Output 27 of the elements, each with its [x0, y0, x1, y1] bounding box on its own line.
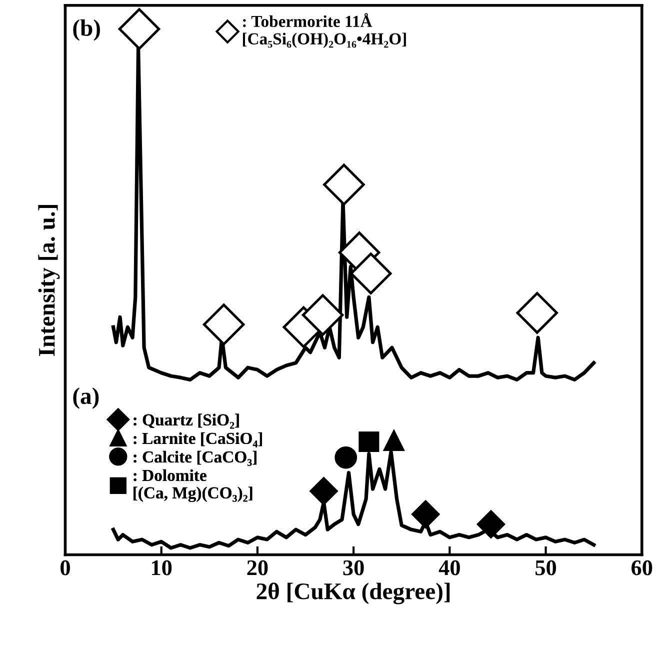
point	[334, 446, 358, 469]
legend-label: : Tobermorite 11Å [Ca₅Si₆(OH)₂O₁₆•4H₂O]	[242, 13, 406, 48]
point	[310, 477, 338, 506]
point	[516, 292, 558, 334]
x-tick-label: 60	[632, 560, 652, 576]
y-axis-title: Intensity [a. u.]	[38, 205, 60, 356]
x-tick-label: 40	[438, 560, 460, 576]
legend-label: : Dolomite [(Ca, Mg)(CO₃)₂]	[134, 469, 252, 502]
point	[412, 500, 440, 528]
annotation: (b)	[73, 19, 100, 41]
point	[358, 431, 380, 452]
legend-label: : Larnite [CaSiO₄]	[134, 432, 262, 448]
point	[118, 8, 160, 50]
legend-label: : Calcite [CaCO₃]	[134, 450, 256, 466]
x-tick-label: 50	[536, 560, 556, 576]
x-tick-label: 20	[247, 560, 268, 576]
point	[202, 304, 245, 346]
point	[476, 510, 505, 538]
point	[384, 430, 404, 451]
annotation: (a)	[73, 387, 99, 409]
x-tick-label: 30	[343, 560, 364, 576]
x-tick-label: 10	[152, 560, 172, 576]
point	[323, 164, 365, 206]
x-tick-label: 0	[60, 560, 70, 576]
x-axis-title: 2θ [CuKα (degree)]	[256, 582, 450, 604]
point	[302, 294, 344, 336]
legend-label: : Quartz [SiO₂]	[134, 414, 239, 429]
